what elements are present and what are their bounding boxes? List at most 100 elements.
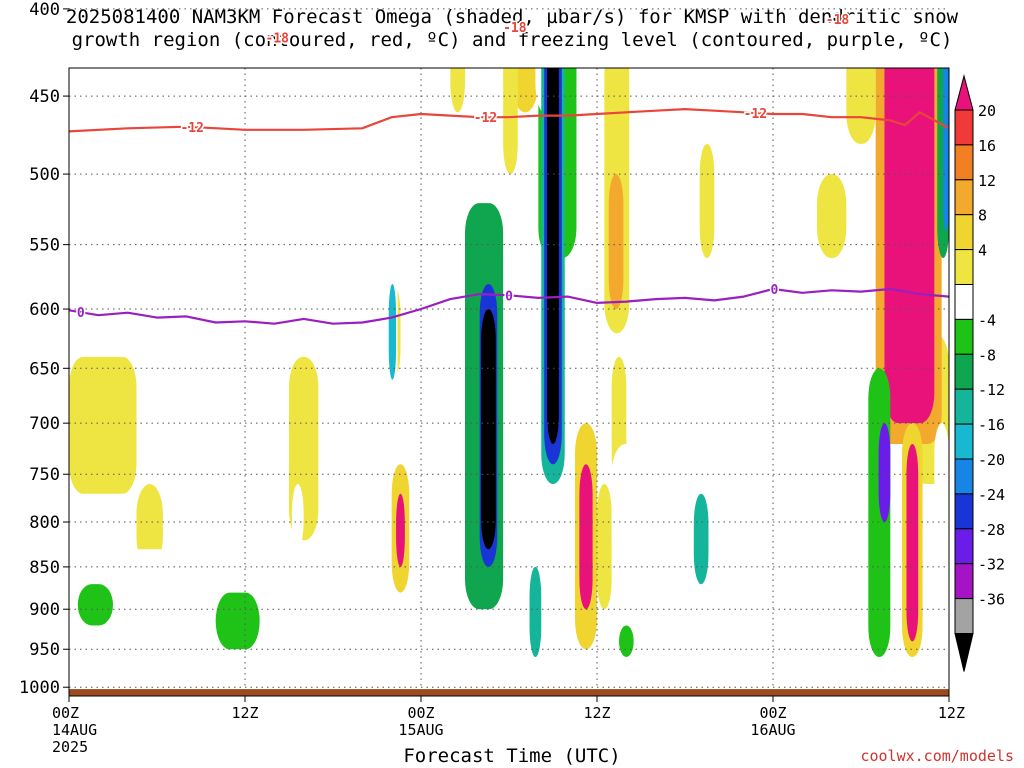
omega-region [371,68,392,144]
x-tick-label: 12Z [938,704,965,722]
omega-region [503,68,518,175]
contour-lines [69,108,949,325]
contour-label: -12 [180,121,203,136]
colorbar-swatch [954,458,974,495]
colorbar-swatch [954,109,974,146]
colorbar-swatch [954,318,974,355]
contour-label: 0 [77,306,85,321]
y-tick-label: 700 [29,414,60,434]
colorbar-label: 20 [978,102,996,120]
omega-region [511,68,539,113]
colorbar-swatch [954,214,974,251]
colorbar-legend: 20 16 12 8 4 -4 -8 -12 -16 -20 -24 -28 -32 -36 [954,74,1005,672]
omega-region [267,493,279,559]
omega-region [608,174,624,310]
x-tick-date: 14AUG [52,721,97,739]
omega-region [597,484,612,610]
contour-label: -18 [503,21,527,36]
omega-region [289,592,392,657]
omega-region [77,584,113,626]
y-tick-label: 900 [29,600,60,620]
y-tick-label: 850 [29,558,60,578]
omega-region [69,356,137,494]
colorbar-label: -16 [978,416,1005,434]
x-tick-label: 00Z [407,704,434,722]
y-tick-label: 950 [29,640,60,660]
plot-frame [68,67,950,697]
colorbar-label: -8 [978,346,996,364]
colorbar-label: -12 [978,381,1005,399]
colorbar-swatch [954,528,974,565]
colorbar-label: -4 [978,311,996,329]
omega-region [633,592,656,657]
omega-region [579,464,593,610]
omega-region [450,68,465,113]
omega-region [136,484,163,567]
omega-region [547,68,559,445]
omega-region [611,444,671,567]
colorbar-label: -24 [978,486,1005,504]
colorbar-top-arrow [954,74,974,111]
x-tick-label: 12Z [231,704,258,722]
contour-label: -12 [474,111,497,126]
colorbar-label: -36 [978,591,1005,609]
y-tick-label: 650 [29,359,60,379]
contour-labels: -18 -18 -18 -12 -12 -12 0 0 0 [75,11,851,322]
y-axis: 2503003504004505005506006507007508008509… [19,0,69,698]
omega-region [943,68,949,232]
x-tick-date: 16AUG [750,721,795,739]
y-tick-label: 550 [29,236,60,256]
colorbar-bottom-arrow [954,633,974,672]
colorbar-label: 16 [978,137,996,155]
colorbar-swatch [954,353,974,390]
y-tick-label: 600 [29,300,60,320]
omega-region [831,401,847,610]
contour-label: -12 [744,107,767,122]
y-tick-label: 400 [29,0,60,20]
omega-region [878,423,891,523]
y-tick-label: 800 [29,513,60,533]
omega-region [846,68,876,144]
omega-region [817,174,847,258]
colorbar-swatch [954,249,974,286]
y-tick-label: 500 [29,165,60,185]
omega-shading [69,0,949,661]
omega-region [693,493,709,585]
colorbar-swatch [954,493,974,530]
x-tick-label: 00Z [52,704,79,722]
omega-region [619,625,634,657]
omega-region [291,484,304,550]
ground-below-surface [69,689,949,696]
colorbar-label: -28 [978,521,1005,539]
contour-line [69,108,949,133]
x-tick-date: 15AUG [398,721,443,739]
x-axis-label: Forecast Time (UTC) [403,745,621,767]
y-tick-label: 450 [29,87,60,107]
x-tick-label: 00Z [759,704,786,722]
omega-region [481,309,496,550]
colorbar-swatch [954,284,974,320]
chart-title: 2025081400 NAM3KM Forecast Omega (shaded… [0,6,1024,52]
colorbar-label: -32 [978,556,1005,574]
colorbar-label: -20 [978,451,1005,469]
omega-region [884,68,935,424]
title-line-2: growth region (contoured, red, ºC) and f… [71,29,953,51]
colorbar-label: 4 [978,242,987,260]
y-tick-label: 750 [29,465,60,485]
contour-label: -18 [266,32,290,47]
colorbar-swatch [954,144,974,181]
credit-link[interactable]: coolwx.com/models [860,747,1014,765]
contour-label: 0 [771,283,779,298]
colorbar-swatch [954,598,974,634]
omega-region [215,592,260,650]
omega-region [699,143,715,258]
omega-region [906,444,919,642]
colorbar-swatch [954,388,974,425]
omega-region [229,0,239,27]
omega-region [529,566,542,657]
contour-line [69,287,949,325]
contour-label: -18 [826,13,850,28]
colorbar-swatch [954,563,974,600]
